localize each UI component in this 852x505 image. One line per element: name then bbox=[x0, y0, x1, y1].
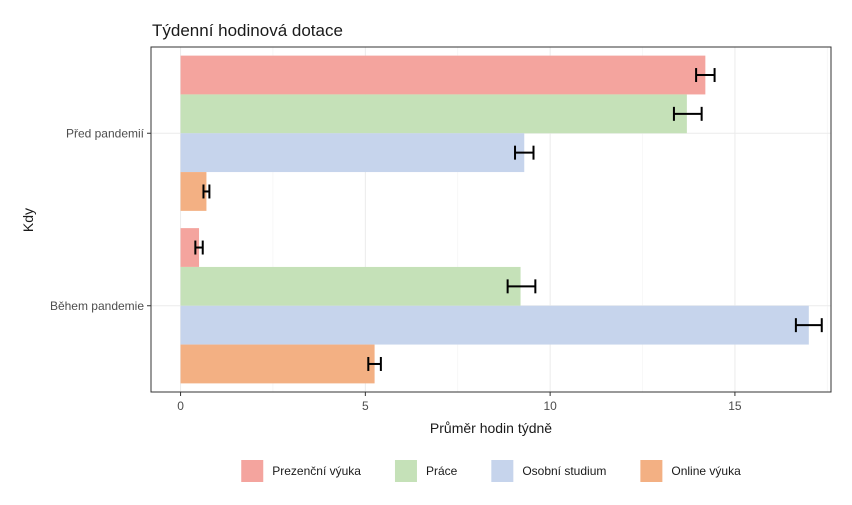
chart-title: Týdenní hodinová dotace bbox=[152, 21, 343, 40]
bar bbox=[180, 94, 687, 134]
legend-label: Osobní studium bbox=[522, 464, 606, 478]
legend-key bbox=[241, 460, 264, 482]
bar bbox=[180, 172, 207, 211]
error-bars bbox=[194, 68, 823, 371]
legend-key bbox=[491, 460, 514, 482]
bar bbox=[180, 266, 521, 306]
x-tick-label: 10 bbox=[543, 399, 557, 413]
y-axis-title: Kdy bbox=[20, 208, 36, 232]
legend-key bbox=[394, 460, 417, 482]
legend-key bbox=[640, 460, 663, 482]
legend-label: Prezenční výuka bbox=[272, 464, 361, 478]
x-tick-label: 5 bbox=[362, 399, 369, 413]
y-axis: Před pandemií Během pandemie bbox=[50, 126, 151, 313]
legend: Prezenční výuka Práce Osobní studium Online… bbox=[241, 460, 741, 482]
bar bbox=[180, 133, 525, 173]
legend-label: Online výuka bbox=[671, 464, 741, 478]
bar bbox=[180, 228, 200, 267]
y-tick-label: Během pandemie bbox=[50, 299, 144, 313]
x-axis-title: Průměr hodin týdně bbox=[430, 420, 552, 436]
bars bbox=[180, 55, 809, 384]
bar bbox=[180, 305, 809, 345]
x-axis: 0 5 10 15 bbox=[177, 392, 742, 413]
x-tick-label: 15 bbox=[728, 399, 742, 413]
y-tick-label: Před pandemií bbox=[66, 126, 145, 140]
bar bbox=[180, 344, 375, 384]
panel-border bbox=[150, 46, 832, 393]
legend-label: Práce bbox=[426, 464, 458, 478]
bar bbox=[180, 55, 706, 95]
x-tick-label: 0 bbox=[177, 399, 184, 413]
